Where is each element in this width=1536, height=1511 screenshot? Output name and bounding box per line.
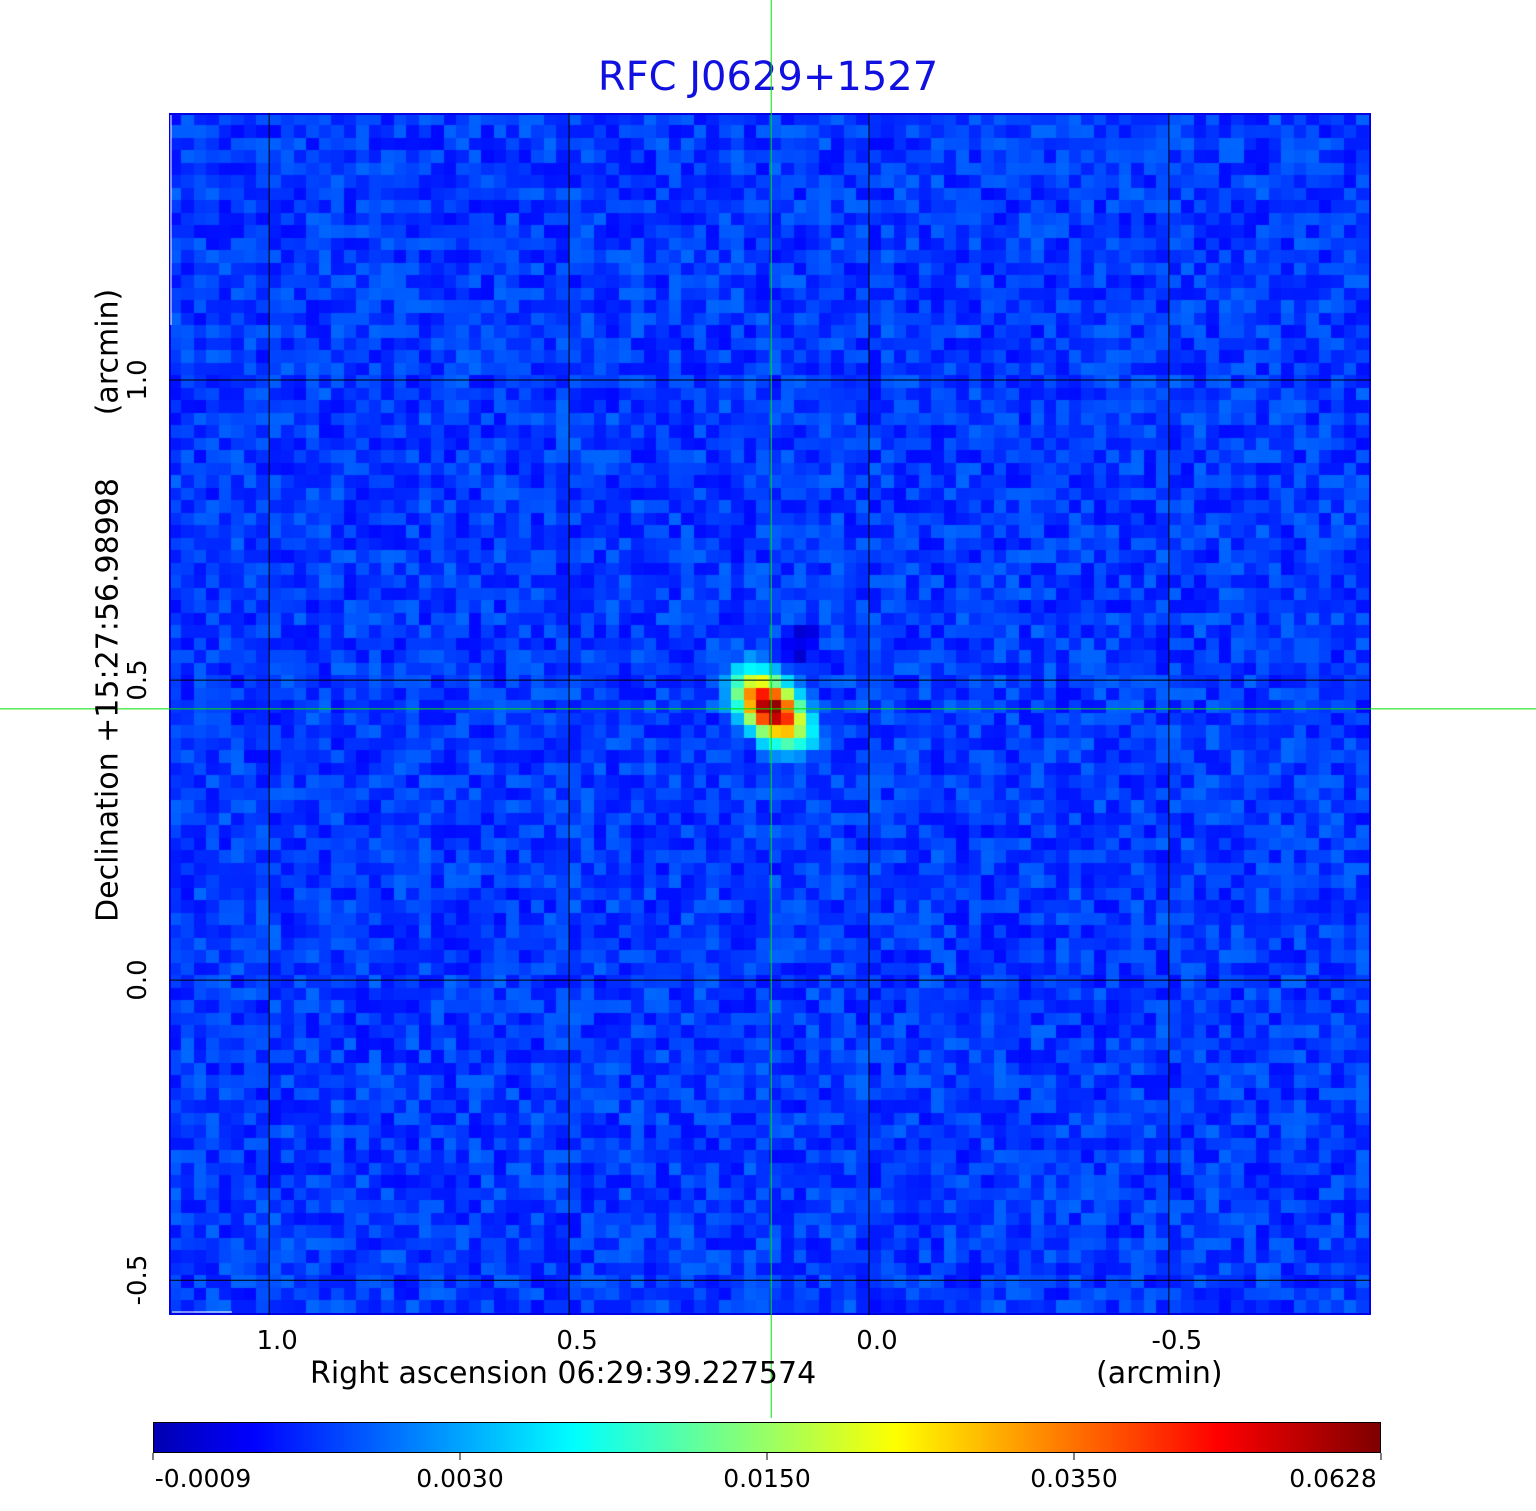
colorbar-tick-label: -0.0009 [154, 1464, 252, 1493]
x-axis-label: Right ascension 06:29:39.227574 [310, 1356, 817, 1391]
y-axis-unit: (arcmin) [90, 288, 126, 416]
plot-frame [169, 113, 1371, 1315]
x-tick-label: 0.0 [856, 1326, 898, 1356]
y-axis-label: Declination +15:27:56.98998 [90, 478, 126, 922]
radio-image-heatmap [169, 113, 1371, 1315]
y-tick-label: 0.0 [123, 959, 153, 1001]
colorbar-tick-label: 0.0150 [723, 1464, 811, 1493]
x-tick-label: -0.5 [1151, 1326, 1203, 1356]
colorbar-tick-label: 0.0350 [1030, 1464, 1118, 1493]
x-tick-label: 1.0 [256, 1326, 298, 1356]
colorbar [153, 1422, 1381, 1453]
chart-title: RFC J0629+1527 [597, 54, 939, 100]
colorbar-tick-label: 0.0628 [1289, 1464, 1377, 1493]
y-tick-label: 0.5 [123, 659, 153, 701]
colorbar-tick-label: 0.0030 [416, 1464, 504, 1493]
x-tick-label: 0.5 [556, 1326, 598, 1356]
x-axis-unit: (arcmin) [1096, 1356, 1223, 1391]
y-tick-label: -0.5 [123, 1254, 153, 1306]
y-tick-label: 1.0 [123, 359, 153, 401]
